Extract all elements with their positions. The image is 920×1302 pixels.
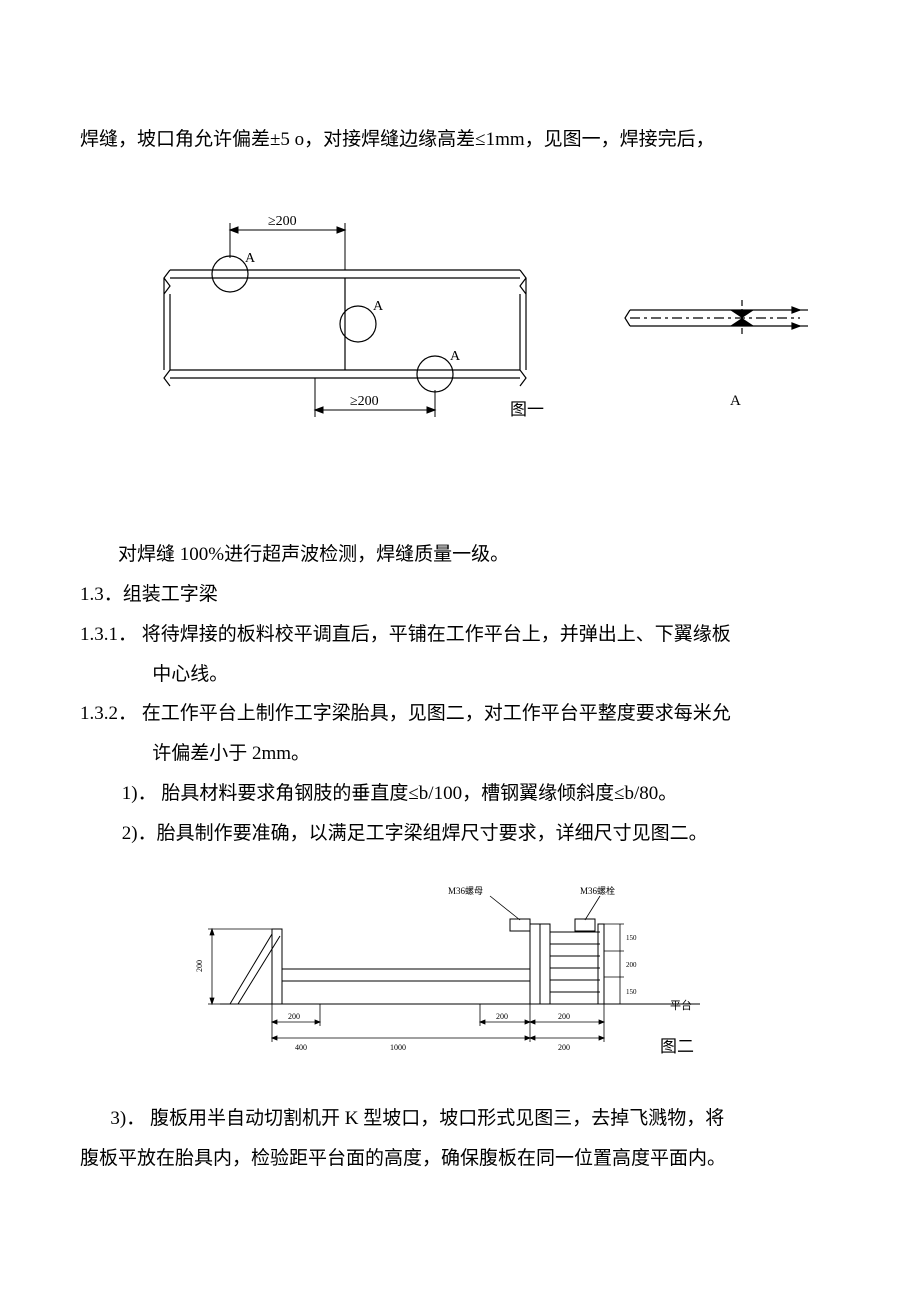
section-1-3-2-line-b: 许偏差小于 2mm。 (80, 734, 840, 774)
fig1-dim-top: ≥200 (268, 214, 297, 229)
fig2-caption: 图二 (660, 1037, 694, 1056)
item-3-line-a: 3)． 腹板用半自动切割机开 K 型坡口，坡口形式见图三，去掉飞溅物，将 (80, 1099, 840, 1139)
fig2-dim-r1: 150 (626, 934, 637, 942)
section-1-3-1-line-b: 中心线。 (80, 655, 840, 695)
fig2-dim-b2: 400 (295, 1043, 307, 1052)
fig2-label-nut: M36螺母 (448, 886, 483, 896)
fig1-label-a-1: A (245, 251, 256, 266)
figure-2: M36螺母 M36螺栓 平台 200 150 200 150 (80, 874, 840, 1069)
section-1-3: 1.3．组装工字梁 (80, 575, 840, 615)
fig1-label-a-3: A (450, 349, 461, 364)
fig2-dim-b5: 200 (558, 1012, 570, 1021)
fig1-dim-bottom: ≥200 (350, 394, 379, 409)
section-1-3-2-line-a: 1.3.2． 在工作平台上制作工字梁胎具，见图二，对工作平台平整度要求每米允 (80, 694, 840, 734)
fig2-dim-left-v: 200 (195, 960, 204, 972)
fig1-caption: 图一 (510, 400, 544, 419)
fig2-label-bolt: M36螺栓 (580, 885, 615, 896)
figure-1: A A A ≥200 ≥200 图一 (80, 190, 840, 455)
section-1-3-1-line-a: 1.3.1． 将待焊接的板料校平调直后，平铺在工作平台上，并弹出上、下翼缘板 (80, 615, 840, 655)
item-1: 1)． 胎具材料要求角钢肢的垂直度≤b/100，槽钢翼缘倾斜度≤b/80。 (80, 774, 840, 814)
fig1-label-a-2: A (373, 299, 384, 314)
item-2: 2)．胎具制作要准确，以满足工字梁组焊尺寸要求，详细尺寸见图二。 (80, 814, 840, 854)
item-3-line-b: 腹板平放在胎具内，检验距平台面的高度，确保腹板在同一位置高度平面内。 (80, 1139, 840, 1179)
fig2-label-platform: 平台 (670, 998, 692, 1012)
document-page: 焊缝，坡口角允许偏差±5 o，对接焊缝边缘高差≤1mm，见图一，焊接完后， (0, 0, 920, 1302)
fig1-detail-label: A (730, 393, 741, 409)
fig2-dim-r3: 150 (626, 988, 637, 996)
fig2-dim-b1: 200 (288, 1012, 300, 1021)
para-ultrasonic: 对焊缝 100%进行超声波检测，焊缝质量一级。 (80, 535, 840, 575)
fig2-dim-b4: 200 (496, 1012, 508, 1021)
fig2-dim-b3: 1000 (390, 1043, 406, 1052)
fig2-dim-b5b: 200 (558, 1043, 570, 1052)
fig2-dim-r2: 200 (626, 961, 637, 969)
intro-paragraph: 焊缝，坡口角允许偏差±5 o，对接焊缝边缘高差≤1mm，见图一，焊接完后， (80, 120, 840, 160)
